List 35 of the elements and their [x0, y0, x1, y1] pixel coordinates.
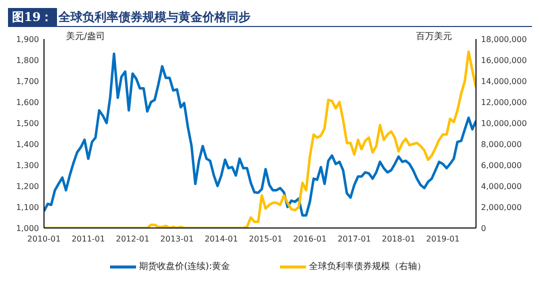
y2-tick-label: 14,000,000	[481, 76, 527, 86]
x-tick-label: 2012-01	[116, 234, 150, 244]
y-tick-label: 1,800	[16, 56, 39, 65]
y-tick-label: 1,200	[16, 182, 39, 191]
x-tick-label: 2011-01	[72, 234, 106, 244]
y2-tick-label: 6,000,000	[481, 160, 522, 170]
y2-tick-label: 0	[481, 224, 486, 233]
y2-tick-label: 12,000,000	[481, 98, 527, 107]
y-tick-label: 1,700	[16, 76, 39, 86]
y-tick-label: 1,600	[16, 98, 39, 107]
y2-axis-title: 百万美元	[416, 30, 452, 43]
x-tick-label: 2010-01	[27, 234, 61, 244]
y-tick-label: 1,900	[16, 34, 39, 44]
x-tick-label: 2014-01	[204, 234, 238, 244]
legend-label: 期货收盘价(连续):黄金	[138, 260, 230, 273]
x-tick-label: 2016-01	[293, 234, 327, 244]
y-tick-label: 1,400	[16, 140, 39, 149]
chart-title: 图19：全球负利率债券规模与黄金价格同步	[11, 9, 252, 26]
y-tick-label: 1,300	[16, 160, 39, 170]
y2-tick-label: 10,000,000	[481, 118, 527, 128]
y2-tick-label: 4,000,000	[481, 182, 522, 191]
y2-tick-label: 2,000,000	[481, 202, 522, 212]
x-tick-label: 2013-01	[160, 234, 194, 244]
y-tick-label: 1,000	[16, 224, 39, 233]
y-axis-title: 美元/盎司	[66, 30, 106, 43]
x-tick-label: 2017-01	[338, 234, 372, 244]
y2-tick-label: 8,000,000	[481, 140, 522, 149]
x-tick-label: 2015-01	[248, 234, 282, 244]
y-tick-label: 1,100	[16, 202, 39, 212]
x-tick-label: 2018-01	[382, 234, 416, 244]
y-tick-label: 1,500	[16, 118, 39, 128]
x-tick-label: 2019-01	[426, 234, 460, 244]
y2-tick-label: 18,000,000	[481, 34, 527, 44]
y2-tick-label: 16,000,000	[481, 56, 527, 65]
legend-label: 全球负利率债券规模（右轴）	[309, 260, 426, 273]
